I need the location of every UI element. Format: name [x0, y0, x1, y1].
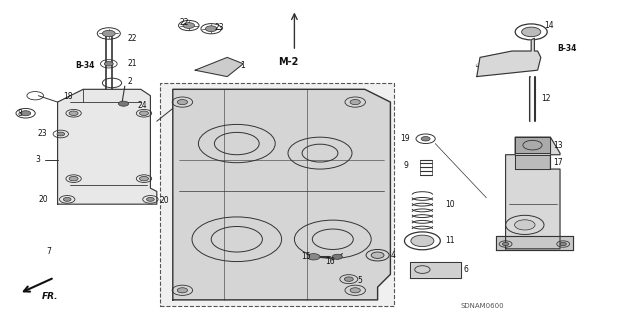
- Circle shape: [515, 220, 535, 230]
- Text: 16: 16: [325, 257, 335, 266]
- Text: 22: 22: [128, 34, 138, 43]
- Circle shape: [69, 111, 78, 115]
- Text: 4: 4: [390, 251, 396, 260]
- Polygon shape: [506, 137, 560, 249]
- Text: 3: 3: [35, 155, 40, 164]
- Text: 12: 12: [541, 94, 550, 103]
- Text: M-2: M-2: [278, 57, 299, 67]
- Text: 23: 23: [37, 130, 47, 138]
- Text: 19: 19: [400, 134, 410, 143]
- Text: FR.: FR.: [42, 292, 58, 301]
- Circle shape: [307, 254, 320, 260]
- Text: 24: 24: [138, 101, 147, 110]
- Polygon shape: [496, 236, 573, 250]
- Circle shape: [177, 100, 188, 105]
- Polygon shape: [58, 89, 157, 204]
- Text: B-34: B-34: [76, 61, 95, 70]
- Text: 9: 9: [403, 161, 408, 170]
- Text: 21: 21: [128, 59, 138, 68]
- Circle shape: [350, 100, 360, 105]
- Polygon shape: [410, 262, 461, 278]
- Text: 10: 10: [445, 200, 454, 209]
- Circle shape: [421, 137, 430, 141]
- Polygon shape: [477, 38, 541, 77]
- Text: 20: 20: [160, 197, 170, 205]
- Text: 7: 7: [46, 247, 51, 256]
- Text: 22: 22: [179, 18, 189, 27]
- Circle shape: [69, 176, 78, 181]
- Circle shape: [522, 27, 541, 37]
- Circle shape: [104, 62, 113, 66]
- Circle shape: [102, 30, 115, 37]
- Text: 18: 18: [63, 92, 72, 101]
- Text: 20: 20: [38, 195, 48, 204]
- Polygon shape: [173, 89, 390, 300]
- Text: 5: 5: [357, 276, 362, 285]
- Text: 6: 6: [464, 265, 469, 274]
- Circle shape: [560, 242, 566, 246]
- Bar: [160, 83, 394, 306]
- Circle shape: [20, 111, 31, 116]
- Circle shape: [344, 277, 353, 281]
- Circle shape: [411, 235, 434, 247]
- Circle shape: [57, 132, 65, 136]
- Circle shape: [205, 26, 217, 32]
- Circle shape: [140, 176, 148, 181]
- Polygon shape: [515, 155, 550, 169]
- Text: 1: 1: [240, 61, 244, 70]
- Circle shape: [502, 242, 509, 246]
- Circle shape: [183, 23, 195, 28]
- Circle shape: [118, 101, 129, 106]
- Text: 17: 17: [554, 158, 563, 167]
- Text: 8: 8: [18, 109, 22, 118]
- Text: 14: 14: [544, 21, 554, 30]
- Circle shape: [371, 252, 384, 258]
- Text: 15: 15: [301, 252, 310, 261]
- Circle shape: [147, 197, 154, 201]
- Circle shape: [350, 288, 360, 293]
- Text: 13: 13: [554, 141, 563, 150]
- Text: 23: 23: [214, 23, 224, 32]
- Circle shape: [177, 288, 188, 293]
- Polygon shape: [195, 57, 243, 77]
- Text: 2: 2: [128, 77, 132, 86]
- Text: SDNAM0600: SDNAM0600: [461, 303, 504, 309]
- Text: B-34: B-34: [557, 44, 576, 53]
- Circle shape: [140, 111, 148, 115]
- Text: 11: 11: [445, 236, 454, 245]
- Circle shape: [63, 197, 71, 201]
- Polygon shape: [515, 137, 550, 153]
- Circle shape: [332, 254, 342, 259]
